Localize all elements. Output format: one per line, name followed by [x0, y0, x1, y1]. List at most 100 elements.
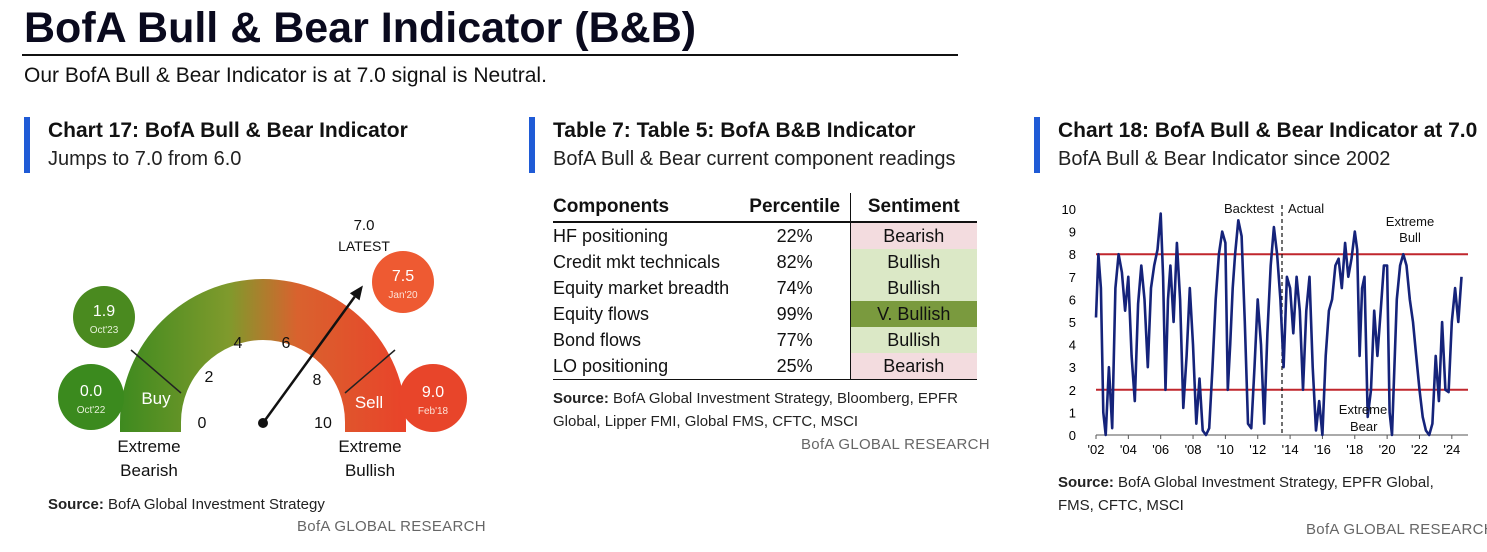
header-percentile: Percentile — [739, 193, 851, 223]
x-tick-label: '06 — [1152, 442, 1169, 457]
chart17-brand: BofA GLOBAL RESEARCH — [297, 518, 486, 535]
y-tick-label: 1 — [1069, 405, 1076, 420]
gauge-tick-4: 4 — [234, 335, 243, 352]
row-component: Credit mkt technicals — [553, 251, 721, 272]
chart18-source: Source: BofA Global Investment Strategy,… — [1058, 471, 1468, 517]
gauge-needle-head — [349, 285, 363, 301]
latest-value: 7.0 — [354, 217, 375, 234]
table7-subtitle: BofA Bull & Bear current component readi… — [553, 148, 956, 170]
x-tick-label: '16 — [1314, 442, 1331, 457]
chart17-source-label: Source: — [48, 496, 104, 513]
x-tick-label: '04 — [1120, 442, 1137, 457]
row-component: Equity market breadth — [553, 277, 730, 298]
x-tick-label: '18 — [1346, 442, 1363, 457]
chart18-source-label: Source: — [1058, 474, 1114, 491]
row-component: Equity flows — [553, 303, 650, 324]
row-percentile: 77% — [776, 329, 813, 350]
bubble-oct23-value: 1.9 — [93, 303, 115, 320]
row-component: HF positioning — [553, 225, 669, 246]
extreme-bearish-label-1: Extreme — [117, 437, 180, 456]
actual-label: Actual — [1288, 201, 1324, 216]
title-divider — [22, 54, 958, 56]
extreme-bull-label-2: Bull — [1399, 230, 1421, 245]
gauge-tick-8: 8 — [313, 372, 322, 389]
bubble-oct22-value: 0.0 — [80, 383, 102, 400]
components-table: Components Percentile Sentiment HF posit… — [553, 193, 977, 380]
gauge-tick-0: 0 — [198, 415, 207, 432]
x-tick-label: '22 — [1411, 442, 1428, 457]
sell-zone-divider — [344, 349, 396, 394]
table7-source-label: Source: — [553, 390, 609, 407]
row-sentiment: Bullish — [849, 275, 977, 301]
x-tick-label: '20 — [1379, 442, 1396, 457]
row-percentile: 22% — [776, 225, 813, 246]
table-row: HF positioning 22% Bearish — [553, 222, 977, 249]
gauge-tick-6: 6 — [282, 335, 291, 352]
chart17-source: Source: BofA Global Investment Strategy — [48, 493, 325, 516]
row-sentiment: Bearish — [849, 222, 977, 249]
table-row: Bond flows 77% Bullish — [553, 327, 977, 353]
y-tick-label: 5 — [1069, 315, 1076, 330]
y-tick-label: 7 — [1069, 270, 1076, 285]
table7-source-text: BofA Global Investment Strategy, Bloombe… — [553, 390, 958, 430]
chart17-subtitle: Jumps to 7.0 from 6.0 — [48, 148, 242, 170]
extreme-bearish-label-2: Bearish — [120, 461, 178, 480]
row-percentile: 99% — [776, 303, 813, 324]
row-sentiment: V. Bullish — [849, 301, 977, 327]
bubble-jan20-value: 7.5 — [392, 268, 414, 285]
y-tick-label: 0 — [1069, 428, 1076, 443]
chart18-title: Chart 18: BofA Bull & Bear Indicator at … — [1058, 119, 1478, 142]
table7-brand: BofA GLOBAL RESEARCH — [801, 436, 990, 453]
header-components: Components — [553, 193, 740, 223]
row-sentiment: Bullish — [849, 327, 977, 353]
row-sentiment: Bearish — [849, 353, 977, 380]
y-tick-label: 2 — [1069, 383, 1076, 398]
table-row: Credit mkt technicals 82% Bullish — [553, 249, 977, 275]
gauge-chart: Buy Sell 0 2 4 6 8 10 7.0 LATEST 1.9 Oct… — [58, 217, 467, 480]
gauge-needle — [261, 296, 356, 424]
bubble-feb18-value: 9.0 — [422, 384, 444, 401]
row-sentiment: Bullish — [849, 249, 977, 275]
y-tick-label: 8 — [1069, 247, 1076, 262]
latest-label: LATEST — [338, 238, 390, 254]
x-tick-label: '08 — [1185, 442, 1202, 457]
row-component: Bond flows — [553, 329, 642, 350]
panel-accent-bar — [1034, 117, 1040, 173]
bubble-oct23 — [73, 286, 135, 348]
row-component: LO positioning — [553, 353, 740, 380]
gauge-tick-2: 2 — [205, 369, 214, 386]
page-subtitle: Our BofA Bull & Bear Indicator is at 7.0… — [24, 64, 547, 87]
extreme-bear-label-2: Bear — [1350, 419, 1378, 434]
bubble-oct22 — [58, 364, 124, 430]
backtest-label: Backtest — [1224, 201, 1274, 216]
x-tick-label: '12 — [1249, 442, 1266, 457]
row-percentile: 25% — [739, 353, 851, 380]
x-tick-label: '24 — [1443, 442, 1460, 457]
table-row: LO positioning 25% Bearish — [553, 353, 977, 380]
gauge-arc — [120, 279, 406, 432]
extreme-bull-label-1: Extreme — [1386, 214, 1434, 229]
y-tick-label: 9 — [1069, 225, 1076, 240]
bb-history-chart: 0 1 2 3 4 5 6 7 8 9 10 '02 '04 '06 '08 '10 '12 '14 '16 '18 '… — [1062, 201, 1468, 457]
x-tick-label: '14 — [1282, 442, 1299, 457]
panel-accent-bar — [24, 117, 30, 173]
bubble-feb18 — [399, 364, 467, 432]
bubble-oct22-date: Oct'22 — [77, 405, 106, 416]
gauge-tick-10: 10 — [314, 415, 332, 432]
chart18-brand: BofA GLOBAL RESEARCH — [1306, 521, 1487, 538]
bubble-jan20-date: Jan'20 — [388, 290, 418, 301]
extreme-bullish-label-2: Bullish — [345, 461, 395, 480]
sell-zone-label: Sell — [355, 393, 383, 412]
extreme-bullish-label-1: Extreme — [338, 437, 401, 456]
y-tick-label: 3 — [1069, 360, 1076, 375]
buy-zone-divider — [130, 349, 182, 394]
chart18-axes: 0 1 2 3 4 5 6 7 8 9 10 '02 '04 '06 '08 '10 '12 '14 '16 '18 '… — [1062, 202, 1468, 457]
row-percentile: 74% — [776, 277, 813, 298]
x-tick-label: '10 — [1217, 442, 1234, 457]
y-tick-label: 10 — [1062, 202, 1076, 217]
bubble-oct23-date: Oct'23 — [90, 325, 119, 336]
header-sentiment: Sentiment — [849, 193, 977, 223]
table7-title: Table 7: Table 5: BofA B&B Indicator — [553, 119, 916, 142]
table-row: Equity flows 99% V. Bullish — [553, 301, 977, 327]
page-title: BofA Bull & Bear Indicator (B&B) — [24, 4, 697, 52]
